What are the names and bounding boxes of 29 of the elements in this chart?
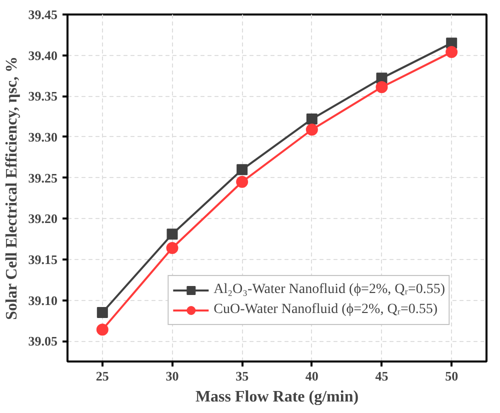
y-axis-title: Solar Cell Electrical Efficiency, ηsc, % [3, 56, 20, 320]
point [96, 324, 108, 336]
y-tick-label: 39.30 [28, 129, 58, 144]
point [306, 114, 318, 125]
y-tick-label: 39.20 [28, 211, 58, 226]
y-tick-label: 39.40 [28, 48, 58, 63]
point [96, 307, 108, 318]
y-tick-label: 39.35 [28, 88, 58, 104]
x-tick-label: 40 [305, 368, 318, 384]
point [446, 46, 458, 58]
x-tick-label: 45 [375, 368, 389, 384]
legend-label: CuO-Water Nanofluid (ϕ=2%, Qᵣ=0.55) [214, 302, 438, 318]
point [166, 228, 178, 240]
x-tick-label: 30 [166, 368, 179, 384]
point [376, 81, 388, 94]
legend-label: Al₂O₃-Water Nanofluid (ϕ=2%, Qᵣ=0.55) [214, 282, 445, 298]
x-tick-label: 25 [96, 368, 110, 384]
x-axis-title: Mass Flow Rate (g/min) [195, 388, 359, 406]
y-tick-label: 39.45 [28, 7, 58, 22]
y-tick-label: 39.25 [28, 170, 58, 186]
point [166, 242, 178, 254]
point [236, 176, 248, 188]
y-tick-label: 39.10 [28, 292, 58, 308]
point [306, 124, 318, 136]
y-tick-label: 39.05 [28, 334, 58, 349]
y-tick-label: 39.15 [28, 252, 58, 267]
x-tick-label: 50 [445, 368, 458, 384]
point [236, 164, 248, 176]
x-tick-label: 35 [236, 368, 250, 384]
